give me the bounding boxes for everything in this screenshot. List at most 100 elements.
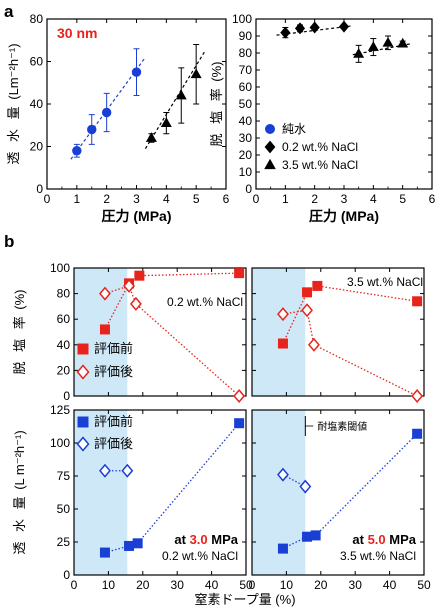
x-tick-label: 30 — [349, 578, 363, 592]
condition-label: 0.2 wt.% NaCl — [162, 549, 238, 563]
data-point — [121, 463, 134, 478]
data-point — [294, 22, 306, 35]
data-point — [131, 67, 142, 77]
x-tick-label: 50 — [239, 578, 253, 592]
condition-label: 3.5 wt.% NaCl — [340, 549, 416, 563]
plot-frame — [251, 409, 425, 576]
threshold-label: 耐塩素閾値 — [317, 420, 367, 433]
y-axis-label: 脱 塩 率 (%) — [12, 289, 27, 374]
plot-frame — [73, 409, 247, 576]
b-shared-x-label: 窒素ドープ量 (%) — [194, 592, 295, 607]
data-point — [87, 124, 97, 135]
data-point — [129, 296, 142, 311]
data-point — [277, 467, 289, 482]
data-point — [367, 41, 379, 51]
legend-label: 純水 — [282, 122, 306, 136]
series-second — [99, 278, 246, 404]
chart-b-top-right: 3.5 wt.% NaCl — [251, 267, 425, 404]
chart-b-bottom-right: 0 10 20 30 40 50 at 5.0 MPa 3.5 wt.% NaCl 耐塩素閾値 — [249, 409, 431, 592]
legend-marker — [76, 436, 90, 452]
series-second — [277, 303, 424, 404]
legend-label: 評価後 — [94, 436, 133, 451]
data-point — [280, 26, 291, 39]
y-tick-label: 100 — [50, 261, 70, 275]
data-point — [302, 531, 313, 542]
legend-label: 3.5 wt.% NaCl — [282, 158, 358, 172]
series-second — [99, 463, 134, 478]
panel-label-a: a — [4, 2, 14, 21]
data-point — [310, 530, 321, 541]
data-point — [101, 107, 112, 118]
series-first — [70, 48, 146, 160]
plot-frame — [251, 267, 425, 397]
x-tick-label: 2 — [103, 192, 110, 206]
y-tick-label: 80 — [30, 12, 44, 26]
data-point — [338, 20, 350, 33]
data-point — [233, 388, 246, 404]
data-point — [72, 146, 82, 156]
x-tick-label: 10 — [102, 578, 116, 592]
series-second — [277, 467, 312, 494]
x-tick-label: 2 — [311, 192, 318, 206]
y-axis-label: 透 水 量 (L m⁻²h⁻¹) — [12, 430, 27, 554]
y-tick-label: 40 — [30, 97, 44, 111]
data-point — [99, 286, 111, 301]
data-point — [353, 48, 365, 58]
legend-label: 評価前 — [94, 414, 133, 429]
x-tick-label: 3 — [133, 192, 140, 206]
series-first — [276, 20, 353, 39]
data-point — [277, 307, 289, 322]
x-tick-label: 0 — [44, 192, 51, 206]
data-point — [132, 538, 143, 549]
y-tick-label: 50 — [239, 97, 253, 111]
y-tick-label: 20 — [57, 363, 71, 377]
annotation: 30 nm — [57, 25, 97, 41]
y-tick-label: 25 — [57, 535, 71, 549]
data-point — [99, 547, 110, 558]
series-first — [277, 428, 423, 554]
y-tick-label: 40 — [239, 114, 253, 128]
y-tick-label: 100 — [232, 12, 252, 26]
x-tick-label: 40 — [205, 578, 219, 592]
data-point — [397, 37, 409, 48]
x-tick-label: 20 — [136, 578, 150, 592]
pressure-label: at 5.0 MPa — [352, 532, 416, 547]
legend-label: 0.2 wt.% NaCl — [282, 140, 358, 154]
data-point — [302, 287, 313, 298]
y-tick-label: 0 — [245, 182, 252, 196]
y-axis-label: 脱 塩 率 (%) — [209, 61, 224, 146]
y-tick-label: 60 — [239, 80, 253, 94]
x-tick-label: 1 — [73, 192, 80, 206]
x-axis-label: 圧力 (MPa) — [309, 208, 379, 224]
x-tick-label: 20 — [314, 578, 328, 592]
y-tick-label: 80 — [239, 46, 253, 60]
data-point — [123, 278, 135, 293]
data-point — [411, 388, 424, 404]
data-point — [134, 270, 145, 281]
data-point — [99, 324, 110, 335]
series-line — [282, 285, 418, 344]
x-tick-label: 0 — [249, 578, 256, 592]
data-point — [99, 463, 111, 478]
x-tick-label: 0 — [71, 578, 78, 592]
y-tick-label: 30 — [239, 131, 253, 145]
series-second — [144, 44, 206, 149]
data-point — [382, 36, 394, 47]
y-tick-label: 125 — [50, 403, 70, 417]
y-tick-label: 10 — [239, 165, 253, 179]
y-tick-label: 20 — [30, 140, 44, 154]
data-point — [412, 296, 423, 307]
x-tick-label: 5 — [399, 192, 406, 206]
legend-marker — [77, 343, 89, 355]
y-tick-label: 60 — [57, 312, 71, 326]
data-point — [309, 21, 320, 34]
y-tick-label: 80 — [57, 287, 71, 301]
x-tick-label: 3 — [341, 192, 348, 206]
series-line — [282, 309, 418, 397]
low-doping-shade — [252, 268, 306, 396]
data-point — [145, 132, 157, 142]
legend-marker — [76, 364, 90, 380]
